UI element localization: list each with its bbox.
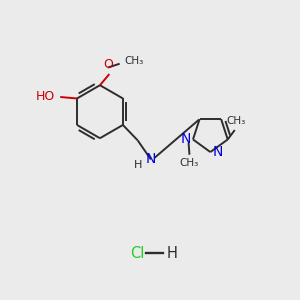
Text: CH₃: CH₃ <box>226 116 246 126</box>
Text: Cl: Cl <box>130 246 144 261</box>
Text: H: H <box>166 246 177 261</box>
Text: N: N <box>180 132 190 146</box>
Text: O: O <box>103 58 113 71</box>
Text: N: N <box>213 145 223 159</box>
Text: N: N <box>146 152 156 167</box>
Text: HO: HO <box>36 91 55 103</box>
Text: H: H <box>134 160 143 170</box>
Text: CH₃: CH₃ <box>180 158 199 168</box>
Text: CH₃: CH₃ <box>124 56 143 66</box>
